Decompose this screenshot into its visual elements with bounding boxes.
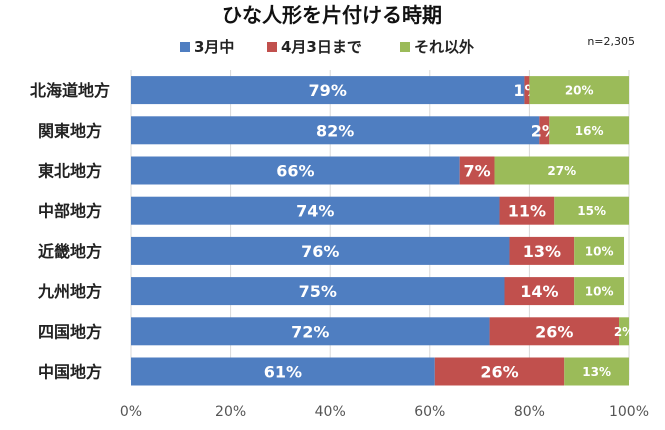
bar-segment <box>529 76 629 105</box>
data-label: 82% <box>316 121 354 140</box>
data-label: 7% <box>464 162 491 181</box>
x-tick-label: 0% <box>120 404 142 420</box>
bar-segment <box>524 76 530 105</box>
category-label: 四国地方 <box>38 322 102 341</box>
data-label: 14% <box>520 282 558 301</box>
bar-segment <box>459 156 495 185</box>
category-label: 関東地方 <box>38 121 102 140</box>
category-label: 中国地方 <box>38 363 102 382</box>
bar-segment <box>574 236 625 265</box>
bar-segment <box>489 317 620 346</box>
data-label: 26% <box>535 322 573 341</box>
x-tick-label: 40% <box>315 404 346 420</box>
category-label: 北海道地方 <box>30 81 110 100</box>
data-label: 16% <box>575 124 604 138</box>
bar-segment <box>434 357 565 386</box>
data-label: 13% <box>523 242 561 261</box>
data-label: 11% <box>508 202 546 221</box>
data-label: 10% <box>585 244 614 258</box>
legend: 3月中 4月3日まで それ以外 <box>180 38 474 56</box>
bar-segment <box>131 76 525 105</box>
bar-segment <box>504 277 575 306</box>
sample-size-note: n=2,305 <box>587 35 635 48</box>
data-label: 26% <box>480 363 518 382</box>
legend-label: 4月3日まで <box>281 38 362 56</box>
bar-segment <box>539 116 550 145</box>
bar-segment <box>574 277 625 306</box>
data-label: 79% <box>309 81 347 100</box>
x-tick-label: 100% <box>609 404 649 420</box>
x-tick-label: 80% <box>514 404 545 420</box>
bar-segment <box>564 357 629 386</box>
legend-label: 3月中 <box>194 38 234 56</box>
data-label: 2% <box>614 325 634 339</box>
data-label: 10% <box>585 285 614 299</box>
bar-segment <box>509 236 575 265</box>
data-label: 15% <box>577 204 606 218</box>
data-label: 66% <box>276 162 314 181</box>
bar-segment <box>131 156 460 185</box>
data-label: 75% <box>299 282 337 301</box>
x-axis-ticks: 0% 20% 40% 60% 80% 100% <box>120 404 649 420</box>
bar-segment <box>131 236 510 265</box>
x-tick-label: 20% <box>215 404 246 420</box>
bars: 79% 1% 20%82% 2% 16%66% 7% 27%74% 11% 15%76% 13% 1… <box>131 76 634 386</box>
bar-segment <box>554 196 629 225</box>
legend-swatch <box>400 42 410 52</box>
data-label: 27% <box>547 164 576 178</box>
legend-swatch <box>180 42 190 52</box>
category-label: 東北地方 <box>38 162 102 181</box>
legend-label: それ以外 <box>414 38 474 56</box>
data-label: 74% <box>296 202 334 221</box>
chart-title: ひな人形を片付ける時期 <box>222 3 442 27</box>
data-label: 13% <box>582 365 611 379</box>
bar-segment <box>131 277 505 306</box>
bar-segment <box>131 196 500 225</box>
data-label: 20% <box>565 84 594 98</box>
legend-swatch <box>267 42 277 52</box>
x-tick-label: 60% <box>414 404 445 420</box>
category-label: 中部地方 <box>38 202 102 221</box>
bar-segment <box>494 156 629 185</box>
category-label: 九州地方 <box>37 282 102 301</box>
bar-segment <box>499 196 555 225</box>
data-label: 61% <box>264 363 302 382</box>
category-label: 近畿地方 <box>38 242 102 261</box>
bar-segment <box>131 357 435 386</box>
bar-segment <box>131 116 540 145</box>
bar-segment <box>131 317 490 346</box>
data-label: 72% <box>291 322 329 341</box>
bar-segment <box>619 317 629 346</box>
data-label: 76% <box>301 242 339 261</box>
bar-segment <box>549 116 629 145</box>
